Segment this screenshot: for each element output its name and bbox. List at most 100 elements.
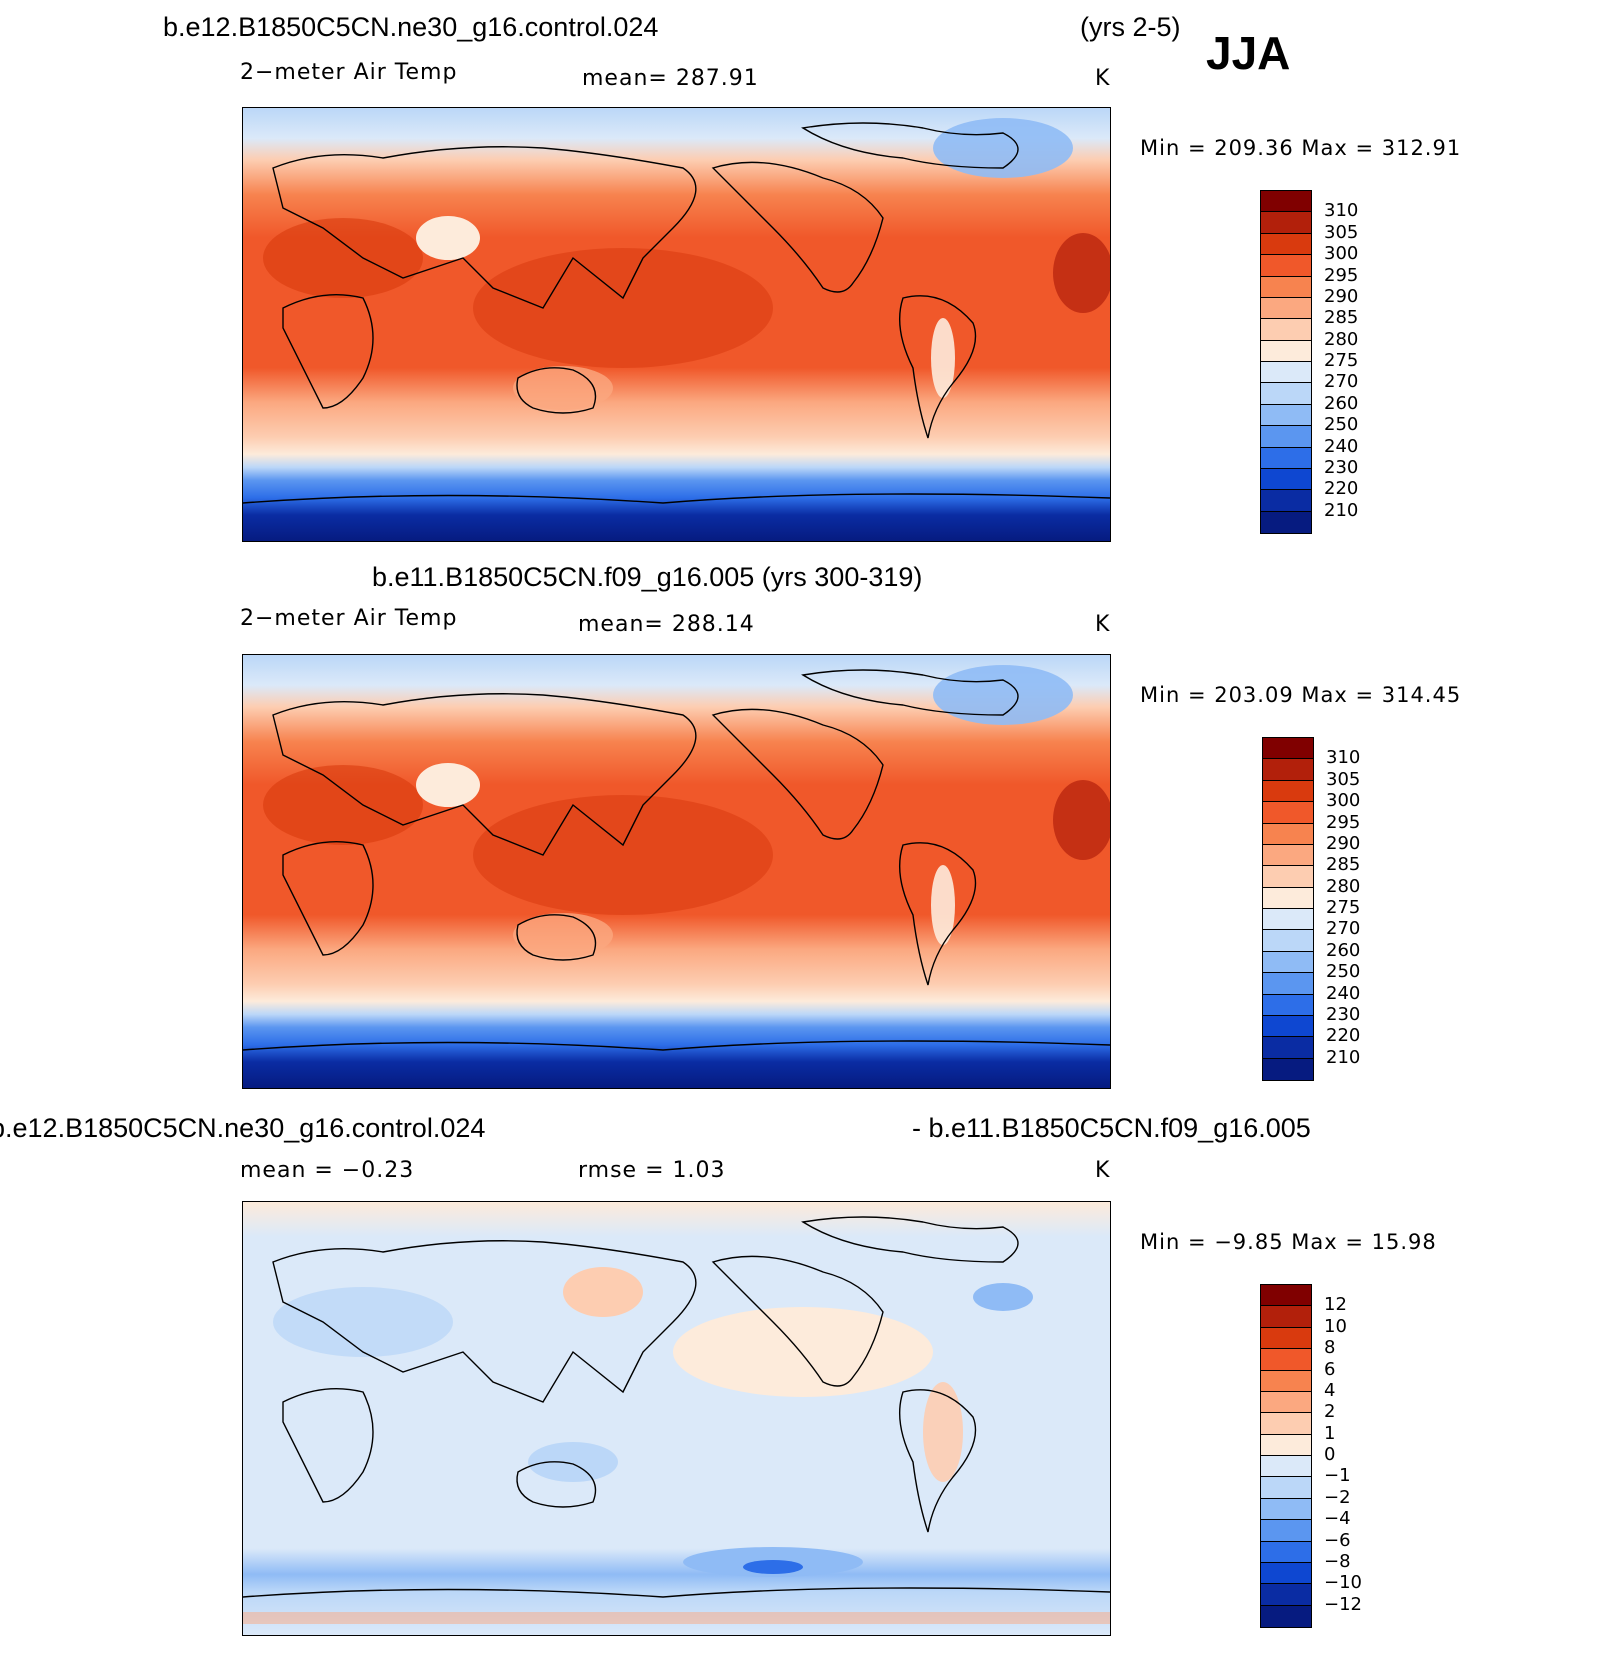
colorbar-swatch xyxy=(1261,1520,1311,1542)
colorbar-tick-label: −2 xyxy=(1324,1486,1351,1508)
diff-title-left: b.e12.B1850C5CN.ne30_g16.control.024 xyxy=(0,1113,486,1143)
colorbar-tick-label: 310 xyxy=(1326,747,1361,769)
colorbar-tick-label: 260 xyxy=(1324,392,1359,414)
colorbar-tick-label: 260 xyxy=(1326,939,1361,961)
colorbar-swatch xyxy=(1261,1456,1311,1478)
colorbar-tick-label: 285 xyxy=(1326,854,1361,876)
panel2-colorbar xyxy=(1262,737,1314,1081)
panel1-units: K xyxy=(1095,66,1111,91)
colorbar-tick-label: 305 xyxy=(1326,768,1361,790)
panel3-rmse: rmse = 1.03 xyxy=(578,1158,726,1183)
colorbar-tick-label: 300 xyxy=(1326,790,1361,812)
colorbar-tick-label: −1 xyxy=(1324,1465,1351,1487)
diff-title-right: - b.e11.B1850C5CN.f09_g16.005 xyxy=(912,1113,1311,1143)
colorbar-tick-label: 310 xyxy=(1324,200,1359,222)
colorbar-tick-label: 230 xyxy=(1326,1003,1361,1025)
colorbar-swatch xyxy=(1261,319,1311,341)
panel1-minmax: Min = 209.36 Max = 312.91 xyxy=(1140,136,1462,160)
colorbar-swatch xyxy=(1261,1285,1311,1307)
panel2-mean: mean= 288.14 xyxy=(578,612,755,637)
colorbar-swatch xyxy=(1261,1605,1311,1627)
colorbar-swatch xyxy=(1263,844,1313,867)
colorbar-tick-label: 210 xyxy=(1326,1046,1361,1068)
colorbar-swatch xyxy=(1261,255,1311,277)
colorbar-tick-label: −10 xyxy=(1324,1572,1362,1594)
panel1-map xyxy=(242,107,1111,542)
colorbar-swatch xyxy=(1261,362,1311,384)
colorbar-tick-label: 240 xyxy=(1326,982,1361,1004)
colorbar-tick-label: 295 xyxy=(1326,811,1361,833)
colorbar-swatch xyxy=(1261,212,1311,234)
colorbar-tick-label: −8 xyxy=(1324,1550,1351,1572)
colorbar-tick-label: 12 xyxy=(1324,1294,1347,1316)
colorbar-swatch xyxy=(1263,823,1313,845)
colorbar-swatch xyxy=(1263,759,1313,781)
colorbar-swatch xyxy=(1263,909,1313,931)
colorbar-tick-label: −4 xyxy=(1324,1508,1351,1530)
panel2-minmax: Min = 203.09 Max = 314.45 xyxy=(1140,683,1462,707)
colorbar-tick-label: 0 xyxy=(1324,1444,1336,1465)
colorbar-swatch xyxy=(1261,404,1311,427)
colorbar-tick-label: 280 xyxy=(1326,875,1361,897)
colorbar-swatch xyxy=(1261,1434,1311,1456)
colorbar-swatch xyxy=(1261,490,1311,512)
colorbar-swatch xyxy=(1261,297,1311,320)
panel3-minmax: Min = −9.85 Max = 15.98 xyxy=(1140,1230,1437,1254)
panel2-variable: 2−meter Air Temp xyxy=(240,606,458,631)
panel2-units: K xyxy=(1095,612,1111,637)
colorbar-swatch xyxy=(1263,887,1313,909)
colorbar-swatch xyxy=(1263,780,1313,803)
colorbar-tick-label: 250 xyxy=(1326,961,1361,983)
colorbar-tick-label: 4 xyxy=(1324,1379,1336,1401)
colorbar-tick-label: 270 xyxy=(1324,371,1359,393)
colorbar-swatch xyxy=(1261,1306,1311,1328)
colorbar-swatch xyxy=(1263,1015,1313,1038)
panel3-units: K xyxy=(1095,1158,1111,1183)
colorbar-tick-label: 275 xyxy=(1326,897,1361,918)
colorbar-tick-label: 220 xyxy=(1324,478,1359,500)
colorbar-tick-label: 6 xyxy=(1324,1358,1336,1380)
panel2-map xyxy=(242,654,1111,1089)
colorbar-swatch xyxy=(1261,340,1311,362)
colorbar-swatch xyxy=(1261,1327,1311,1350)
colorbar-tick-label: 270 xyxy=(1326,918,1361,940)
colorbar-swatch xyxy=(1263,1058,1313,1080)
colorbar-swatch xyxy=(1261,383,1311,405)
colorbar-tick-label: 1 xyxy=(1324,1422,1336,1444)
colorbar-swatch xyxy=(1261,191,1311,213)
panel1-mean: mean= 287.91 xyxy=(582,66,759,91)
colorbar-swatch xyxy=(1261,1498,1311,1521)
colorbar-tick-label: 230 xyxy=(1324,456,1359,478)
case1-title: b.e12.B1850C5CN.ne30_g16.control.024 xyxy=(163,12,659,42)
colorbar-swatch xyxy=(1261,511,1311,533)
colorbar-swatch xyxy=(1261,1541,1311,1563)
colorbar-swatch xyxy=(1261,276,1311,298)
colorbar-swatch xyxy=(1261,1391,1311,1414)
colorbar-tick-label: 280 xyxy=(1324,328,1359,350)
colorbar-tick-label: 210 xyxy=(1324,499,1359,521)
season-label: JJA xyxy=(1206,27,1291,79)
colorbar-tick-label: 2 xyxy=(1324,1401,1336,1423)
colorbar-swatch xyxy=(1261,1477,1311,1499)
panel1-variable: 2−meter Air Temp xyxy=(240,60,458,85)
colorbar-tick-label: 8 xyxy=(1324,1337,1336,1359)
colorbar-swatch xyxy=(1263,973,1313,995)
colorbar-swatch xyxy=(1261,1349,1311,1371)
colorbar-swatch xyxy=(1263,994,1313,1016)
panel1-colorbar xyxy=(1260,190,1312,534)
colorbar-swatch xyxy=(1261,447,1311,469)
case2-title: b.e11.B1850C5CN.f09_g16.005 (yrs 300-319… xyxy=(372,562,923,592)
colorbar-tick-label: 250 xyxy=(1324,414,1359,436)
colorbar-tick-label: 290 xyxy=(1324,285,1359,307)
colorbar-swatch xyxy=(1261,468,1311,491)
colorbar-tick-label: 285 xyxy=(1324,307,1359,329)
colorbar-swatch xyxy=(1263,802,1313,824)
colorbar-swatch xyxy=(1263,1037,1313,1059)
colorbar-tick-label: 275 xyxy=(1324,350,1359,371)
colorbar-tick-label: 220 xyxy=(1326,1025,1361,1047)
case1-years: (yrs 2-5) xyxy=(1080,12,1181,42)
colorbar-tick-label: 10 xyxy=(1324,1315,1347,1337)
colorbar-swatch xyxy=(1261,1413,1311,1435)
colorbar-swatch xyxy=(1263,866,1313,888)
colorbar-tick-label: −6 xyxy=(1324,1529,1351,1551)
